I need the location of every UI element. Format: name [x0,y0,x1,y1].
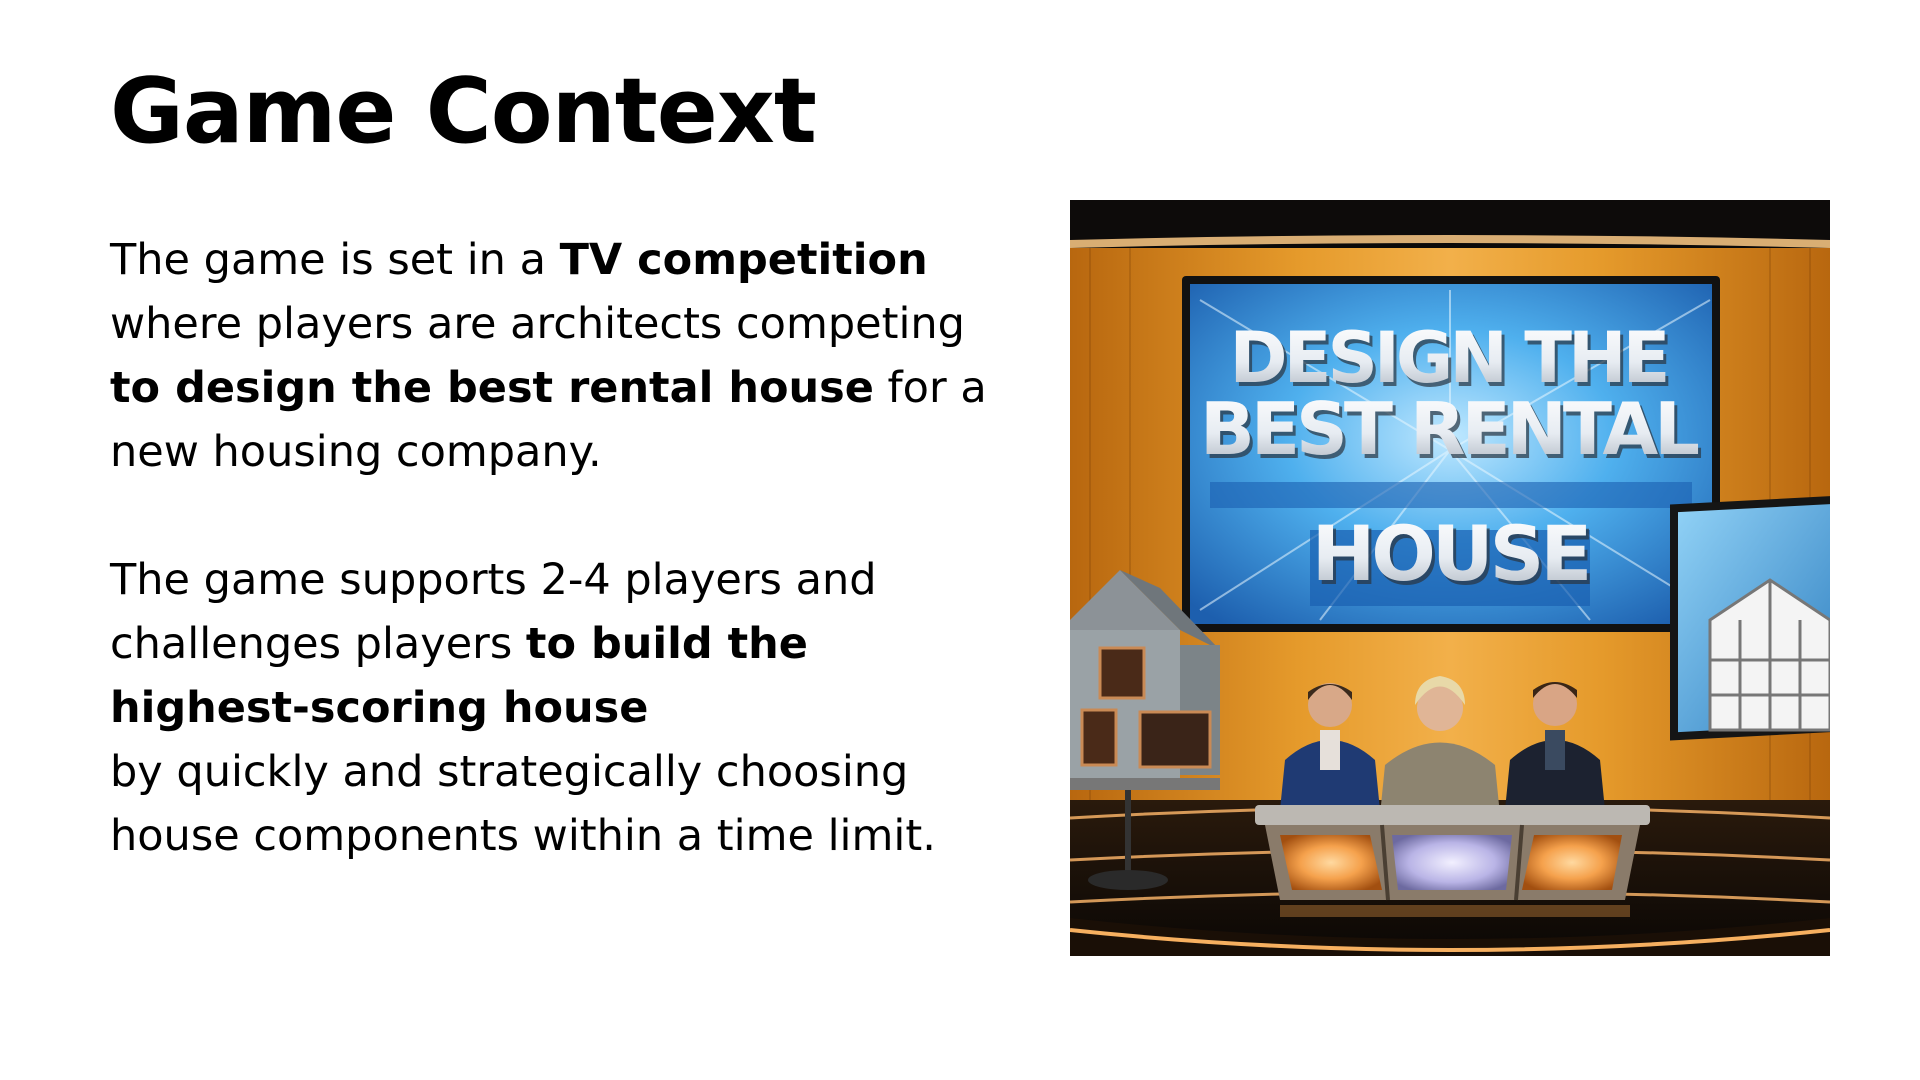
screen-line-1: DESIGN THE [1230,317,1667,399]
house-frame-graphic [1708,578,1830,732]
house-model-graphic [1070,570,1220,890]
screen-line-1-shadow: DESIGN THE [1233,321,1670,403]
slide-title: Game Context [110,59,817,164]
text-run-bold: TV competition [559,235,928,285]
text-run: The game supports 2-4 players and challe… [110,555,891,669]
text-run: where players are architects competing [110,235,979,349]
text-run: by quickly and strategically choosing ho… [110,747,936,861]
tv-studio-image: DESIGN THE DESIGN THE BEST RENTAL BEST R… [1070,200,1830,956]
screen-line-2-shadow: BEST RENTAL [1203,391,1701,475]
contestant-desk-graphic [1255,805,1650,917]
screen-line-3-shadow: HOUSE [1315,513,1592,602]
text-run-bold: to design the best rental house [110,363,874,413]
paragraph-setting: The game is set in a TV competition wher… [110,228,990,484]
text-run: for a new housing company. [110,363,1001,477]
contestants-graphic [1280,676,1605,815]
body-text: The game is set in a TV competition wher… [110,228,990,868]
text-run: The game is set in a [110,235,560,285]
screen-line-3: HOUSE [1312,509,1589,598]
text-run-bold: to build the highest-scoring house [110,619,823,733]
paragraph-gameplay: The game supports 2-4 players and challe… [110,548,990,868]
screen-line-2: BEST RENTAL [1200,387,1698,471]
